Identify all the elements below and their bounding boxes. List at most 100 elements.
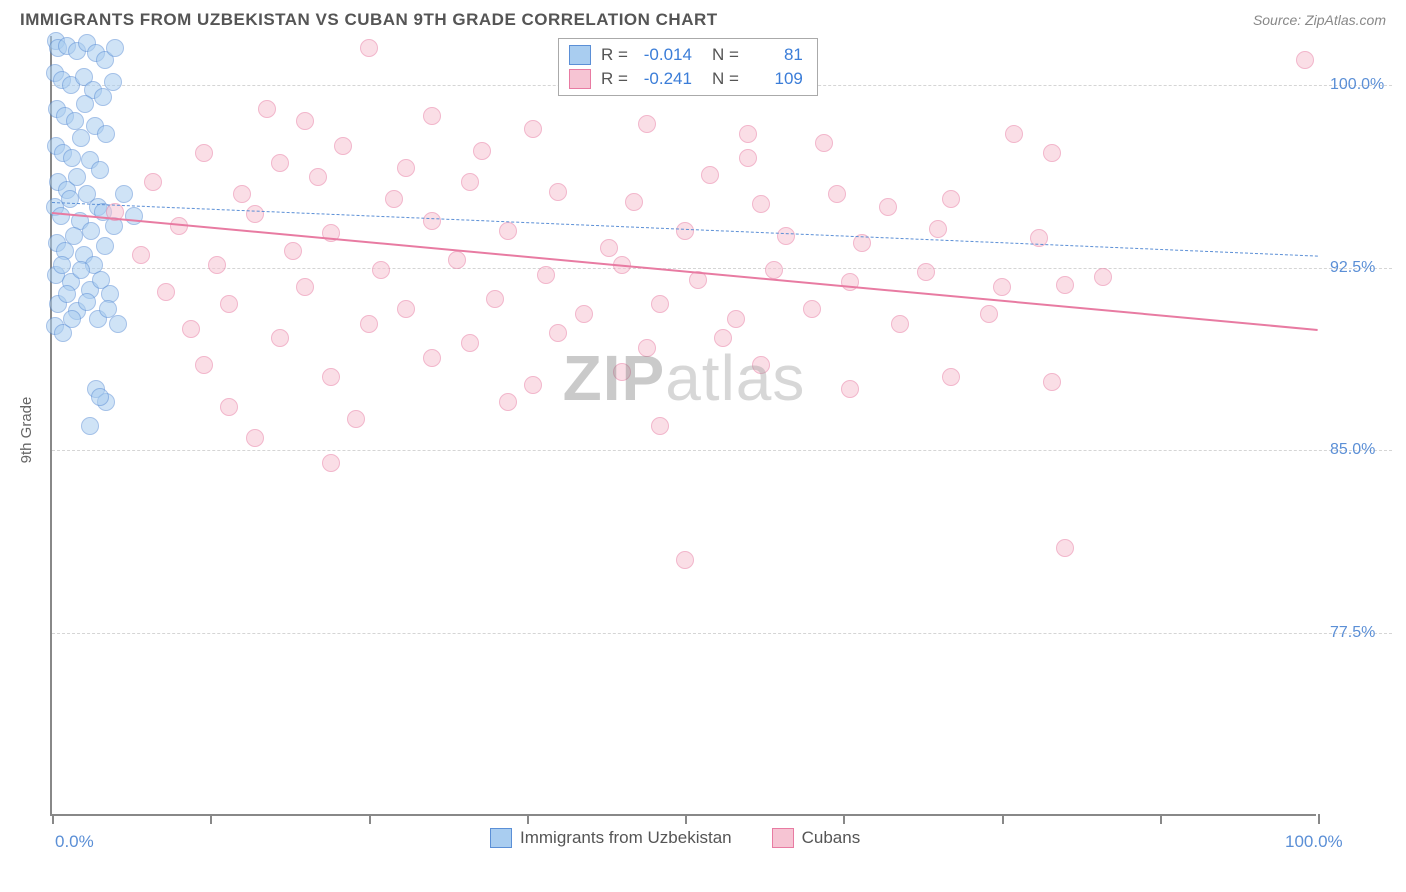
data-point-cubans	[1043, 144, 1061, 162]
data-point-cubans	[777, 227, 795, 245]
data-point-cubans	[208, 256, 226, 274]
x-tick	[1318, 814, 1320, 824]
data-point-cubans	[499, 393, 517, 411]
legend-label: Immigrants from Uzbekistan	[520, 828, 732, 848]
data-point-uzbekistan	[91, 161, 109, 179]
y-tick-label: 85.0%	[1330, 441, 1375, 459]
data-point-cubans	[537, 266, 555, 284]
data-point-cubans	[651, 417, 669, 435]
data-point-cubans	[613, 363, 631, 381]
data-point-cubans	[727, 310, 745, 328]
data-point-uzbekistan	[66, 112, 84, 130]
data-point-cubans	[372, 261, 390, 279]
data-point-cubans	[322, 454, 340, 472]
data-point-cubans	[473, 142, 491, 160]
data-point-uzbekistan	[91, 388, 109, 406]
data-point-cubans	[1056, 276, 1074, 294]
data-point-uzbekistan	[52, 207, 70, 225]
data-point-cubans	[1005, 125, 1023, 143]
data-point-uzbekistan	[109, 315, 127, 333]
data-point-cubans	[360, 39, 378, 57]
data-point-cubans	[461, 334, 479, 352]
data-point-uzbekistan	[125, 207, 143, 225]
n-value: 81	[749, 43, 803, 67]
data-point-cubans	[246, 429, 264, 447]
data-point-cubans	[271, 329, 289, 347]
legend-swatch	[569, 69, 591, 89]
data-point-cubans	[322, 368, 340, 386]
r-value: -0.014	[638, 43, 692, 67]
data-point-cubans	[942, 368, 960, 386]
data-point-cubans	[1043, 373, 1061, 391]
data-point-uzbekistan	[81, 417, 99, 435]
data-point-uzbekistan	[106, 39, 124, 57]
data-point-cubans	[233, 185, 251, 203]
data-point-cubans	[157, 283, 175, 301]
data-point-cubans	[841, 273, 859, 291]
data-point-cubans	[220, 398, 238, 416]
data-point-cubans	[423, 349, 441, 367]
y-tick-label: 100.0%	[1330, 76, 1384, 94]
data-point-cubans	[549, 324, 567, 342]
r-label: R =	[601, 67, 628, 91]
data-point-cubans	[271, 154, 289, 172]
chart-plot-area: 77.5%85.0%92.5%100.0% ZIPatlas R =-0.014…	[50, 36, 1316, 816]
y-tick-label: 77.5%	[1330, 624, 1375, 642]
data-point-cubans	[917, 263, 935, 281]
legend-row-cubans: R =-0.241N =109	[569, 67, 803, 91]
chart-title: IMMIGRANTS FROM UZBEKISTAN VS CUBAN 9TH …	[20, 10, 718, 30]
data-point-cubans	[144, 173, 162, 191]
legend-label: Cubans	[802, 828, 861, 848]
data-point-uzbekistan	[96, 237, 114, 255]
data-point-cubans	[334, 137, 352, 155]
data-point-uzbekistan	[78, 293, 96, 311]
data-point-uzbekistan	[58, 285, 76, 303]
data-point-cubans	[132, 246, 150, 264]
data-point-cubans	[448, 251, 466, 269]
legend-item-uzbekistan: Immigrants from Uzbekistan	[490, 828, 732, 848]
n-label: N =	[712, 67, 739, 91]
gridline	[52, 268, 1392, 269]
y-tick-label: 92.5%	[1330, 259, 1375, 277]
data-point-cubans	[1056, 539, 1074, 557]
data-point-cubans	[423, 212, 441, 230]
source-attribution: Source: ZipAtlas.com	[1253, 12, 1386, 28]
data-point-cubans	[397, 300, 415, 318]
legend-swatch	[490, 828, 512, 848]
data-point-cubans	[575, 305, 593, 323]
data-point-uzbekistan	[82, 222, 100, 240]
data-point-cubans	[980, 305, 998, 323]
data-point-cubans	[385, 190, 403, 208]
data-point-cubans	[182, 320, 200, 338]
x-tick	[527, 814, 529, 824]
data-point-cubans	[600, 239, 618, 257]
data-point-uzbekistan	[53, 256, 71, 274]
data-point-cubans	[347, 410, 365, 428]
gridline	[52, 450, 1392, 451]
data-point-cubans	[714, 329, 732, 347]
data-point-uzbekistan	[63, 149, 81, 167]
data-point-cubans	[891, 315, 909, 333]
data-point-uzbekistan	[72, 129, 90, 147]
data-point-cubans	[258, 100, 276, 118]
data-point-cubans	[423, 107, 441, 125]
correlation-legend: R = -0.014 N = 81R =-0.241N =109	[558, 38, 818, 96]
legend-swatch	[569, 45, 591, 65]
gridline	[52, 633, 1392, 634]
data-point-cubans	[651, 295, 669, 313]
data-point-uzbekistan	[76, 95, 94, 113]
data-point-cubans	[195, 144, 213, 162]
data-point-cubans	[195, 356, 213, 374]
x-tick	[210, 814, 212, 824]
data-point-cubans	[486, 290, 504, 308]
legend-swatch	[772, 828, 794, 848]
data-point-cubans	[701, 166, 719, 184]
data-point-cubans	[993, 278, 1011, 296]
data-point-uzbekistan	[115, 185, 133, 203]
data-point-cubans	[752, 356, 770, 374]
data-point-cubans	[929, 220, 947, 238]
data-point-uzbekistan	[68, 168, 86, 186]
x-tick	[1160, 814, 1162, 824]
data-point-cubans	[246, 205, 264, 223]
data-point-cubans	[309, 168, 327, 186]
